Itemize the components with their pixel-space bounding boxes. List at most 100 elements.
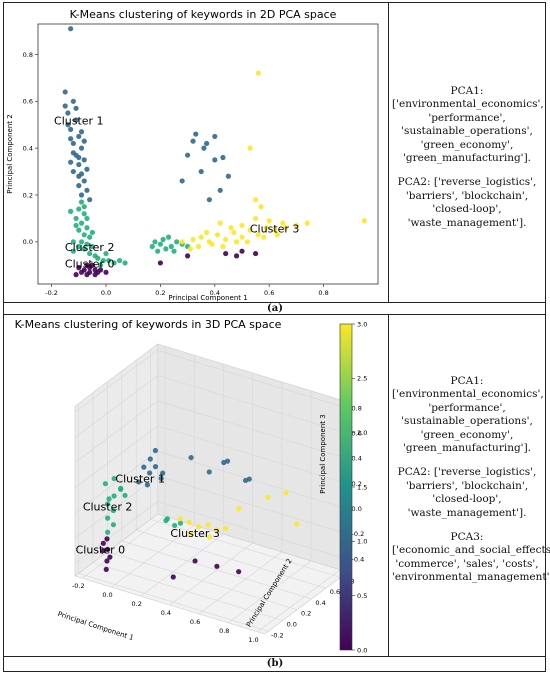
cluster-label: Cluster 2 xyxy=(65,241,115,254)
colorbar-tick-label: 0.0 xyxy=(357,646,367,654)
data-point xyxy=(236,506,242,512)
data-point xyxy=(76,161,82,168)
grid-line xyxy=(74,425,158,489)
data-point xyxy=(224,458,231,464)
data-point xyxy=(293,222,299,229)
data-point xyxy=(78,269,85,275)
data-point xyxy=(70,239,76,245)
grid-line xyxy=(74,475,158,539)
panel-divider-b xyxy=(3,656,546,657)
data-point xyxy=(231,229,237,236)
data-point xyxy=(220,243,226,250)
y-tick-label: 0.2 xyxy=(301,610,311,618)
data-point xyxy=(70,140,76,147)
data-point xyxy=(187,246,193,252)
grid-line xyxy=(74,400,158,463)
x-tick-label: 0.0 xyxy=(102,591,112,599)
data-point xyxy=(68,208,74,214)
data-point xyxy=(163,246,169,252)
data-point xyxy=(84,215,90,222)
data-point xyxy=(144,482,151,488)
grid-line xyxy=(92,562,283,621)
cluster-label: Cluster 3 xyxy=(170,527,220,540)
colorbar-tick-label: 0.5 xyxy=(357,592,367,600)
data-point xyxy=(152,464,159,470)
data-point xyxy=(97,267,104,273)
data-point xyxy=(160,236,166,243)
grid-line xyxy=(150,519,341,578)
data-point xyxy=(70,150,76,156)
data-point xyxy=(106,257,112,264)
data-point xyxy=(87,234,93,240)
data-point xyxy=(172,522,178,529)
data-point xyxy=(206,197,212,203)
chart-3d-xlabel: Principal Component 1 xyxy=(57,610,135,642)
pca1-description-b: PCA1: ['environmental_economics', 'perfo… xyxy=(392,375,544,455)
grid-line xyxy=(157,375,348,434)
data-point xyxy=(81,204,87,210)
data-point xyxy=(70,168,76,175)
data-point xyxy=(68,136,74,142)
data-point xyxy=(258,204,264,210)
data-point xyxy=(84,241,90,247)
x-tick-label: 0.6 xyxy=(190,618,200,626)
y-tick-label: 0.2 xyxy=(23,191,33,199)
data-point xyxy=(68,126,74,133)
data-point xyxy=(233,253,240,259)
data-point xyxy=(220,154,226,161)
x-tick-label: 0.4 xyxy=(161,609,171,617)
data-point xyxy=(266,218,272,224)
data-point xyxy=(177,520,184,526)
cluster-label: Cluster 0 xyxy=(76,543,126,556)
x-tick-label: 0.2 xyxy=(155,289,165,297)
data-point xyxy=(244,239,251,245)
data-point xyxy=(73,272,79,278)
data-point xyxy=(247,227,253,233)
data-point xyxy=(76,173,82,179)
data-point xyxy=(217,220,223,226)
data-point xyxy=(209,241,215,247)
y-tick-label: 0.6 xyxy=(330,588,340,596)
data-point xyxy=(212,157,218,163)
data-point xyxy=(164,516,170,522)
grid-line xyxy=(121,540,312,600)
data-point xyxy=(103,250,109,257)
data-point xyxy=(177,516,184,522)
data-point xyxy=(87,197,93,203)
data-point xyxy=(122,492,128,499)
data-point xyxy=(212,133,218,140)
grid-line xyxy=(82,515,166,579)
chart-3d-pca: K-Means clustering of keywords in 3D PCA… xyxy=(15,318,368,654)
data-point xyxy=(70,98,76,104)
data-point xyxy=(106,496,112,502)
data-point xyxy=(81,211,87,217)
chart-2d-title: K-Means clustering of keywords in 2D PCA… xyxy=(70,8,337,21)
x-tick-label: 0.2 xyxy=(132,600,142,608)
data-point xyxy=(205,522,211,528)
colorbar-tick-label: 1.5 xyxy=(357,483,367,491)
pca2-description-a: PCA2: ['reverse_logistics', 'barriers', … xyxy=(397,176,537,229)
data-point xyxy=(214,563,220,569)
data-point xyxy=(92,272,98,278)
data-point xyxy=(239,234,245,240)
data-point xyxy=(160,470,166,476)
grid-line xyxy=(157,425,348,485)
data-point xyxy=(100,257,106,264)
data-point xyxy=(165,234,172,240)
data-point xyxy=(263,225,270,231)
y-tick-label: -0.2 xyxy=(271,631,284,639)
colorbar-tick-label: 1.0 xyxy=(357,538,367,546)
data-point xyxy=(255,232,261,238)
data-point xyxy=(78,192,85,198)
data-point xyxy=(214,232,221,238)
data-point xyxy=(89,229,95,236)
column-divider-b xyxy=(388,314,389,656)
data-point xyxy=(81,246,87,252)
data-point xyxy=(274,232,280,238)
panel-b-label: (b) xyxy=(266,658,284,669)
grid-line xyxy=(157,400,348,459)
data-point xyxy=(103,566,109,572)
figure-frame xyxy=(3,2,546,672)
data-point xyxy=(179,239,185,245)
data-point xyxy=(62,89,68,95)
